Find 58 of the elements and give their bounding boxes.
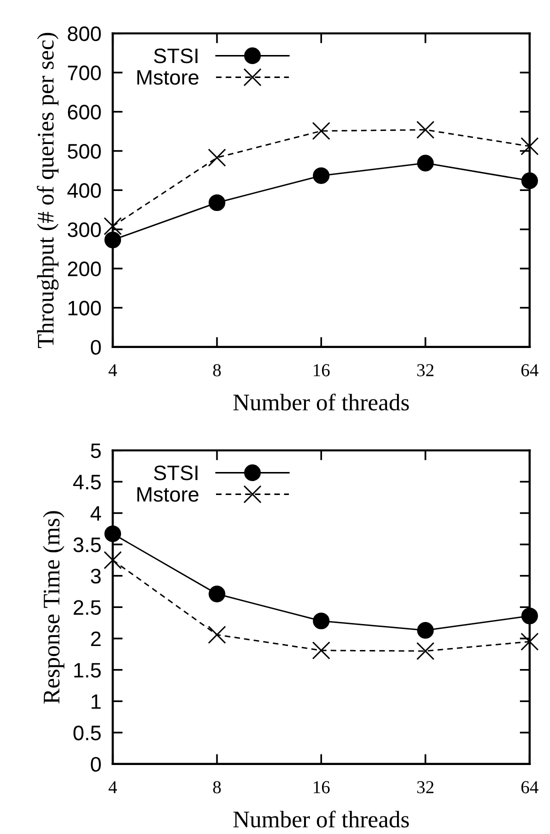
y-tick-label: 3: [90, 568, 101, 584]
point: [312, 612, 330, 630]
legend-label: Mstore: [137, 487, 198, 502]
x-axis-title: Number of threads: [233, 394, 409, 410]
y-tick-label: 500: [68, 144, 101, 159]
x-tick-label: 16: [314, 364, 330, 376]
point: [312, 122, 330, 140]
point: [208, 626, 226, 644]
point: [416, 120, 434, 139]
y-tick-label: 1.5: [74, 663, 101, 678]
x-tick-label: 4: [108, 781, 117, 794]
point: [520, 137, 539, 156]
y-tick-label: 200: [68, 262, 101, 276]
point: [208, 194, 226, 212]
point: [520, 632, 539, 651]
point: [104, 217, 122, 236]
y-tick-label: 0.5: [73, 726, 101, 740]
point: [104, 525, 122, 542]
x-tick-label: 32: [417, 781, 434, 794]
point: [312, 641, 330, 660]
legend-label: STSI: [154, 465, 198, 480]
point: [208, 148, 226, 167]
x-tick-label: 8: [213, 781, 221, 794]
y-tick-label: 400: [67, 183, 101, 198]
y-axis-title: Response Time (ms): [42, 511, 64, 704]
x-tick-label: 8: [213, 364, 221, 376]
y-tick-label: 300: [68, 222, 101, 238]
y-tick-label: 3.5: [73, 537, 101, 552]
point: [104, 551, 122, 570]
legend-label: Mstore: [137, 70, 198, 85]
x-tick-label: 64: [521, 364, 538, 376]
y-tick-label: 4.5: [73, 474, 101, 490]
y-tick-label: 0: [90, 756, 101, 772]
x-tick-label: 16: [314, 781, 330, 794]
point: [416, 642, 434, 660]
y-tick-label: 700: [68, 66, 101, 80]
y-tick-label: 1: [92, 694, 101, 709]
y-tick-label: 600: [68, 104, 101, 120]
x-tick-label: 4: [108, 364, 117, 376]
y-tick-label: 5: [90, 444, 101, 458]
y-tick-label: 100: [68, 300, 101, 316]
point: [312, 167, 330, 184]
y-tick-label: 2: [91, 632, 101, 646]
y-tick-label: 800: [68, 26, 101, 42]
x-tick-label: 32: [417, 364, 434, 376]
point: [417, 154, 434, 172]
y-tick-label: 4: [90, 506, 102, 521]
x-axis-title: Number of threads: [233, 810, 409, 828]
point: [521, 608, 538, 624]
x-tick-label: 64: [521, 781, 538, 794]
point: [521, 172, 538, 190]
y-tick-label: 0: [90, 340, 101, 355]
point: [417, 622, 434, 639]
legend-label: STSI: [154, 48, 198, 64]
point: [104, 232, 122, 248]
point: [208, 586, 226, 602]
y-axis-title: Throughput (# of queries per sec): [36, 32, 59, 348]
y-tick-label: 2.5: [74, 600, 101, 615]
